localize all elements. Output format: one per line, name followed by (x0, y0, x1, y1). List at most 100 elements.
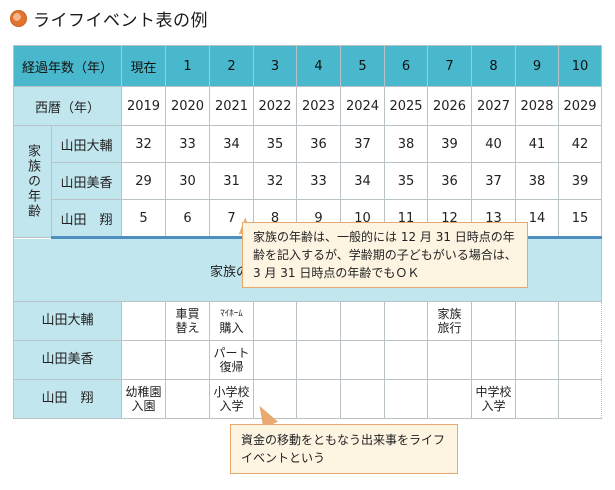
event-text-line: 中学校 (475, 385, 512, 399)
age-cell: 39 (427, 125, 473, 163)
event-cell (558, 340, 603, 380)
age-cell: 32 (253, 162, 298, 200)
year-cell: 2023 (296, 86, 342, 126)
elapsed-year-cell: 現在 (121, 45, 167, 87)
event-cell (253, 379, 298, 419)
age-cell: 38 (384, 125, 429, 163)
year-cell: 2025 (384, 86, 429, 126)
event-cell (558, 379, 603, 419)
event-text-line: 入園 (131, 399, 156, 413)
age-cell: 38 (515, 162, 560, 200)
event-text-line: 家族 (437, 307, 462, 321)
event-cell (121, 301, 167, 341)
event-cell (165, 379, 211, 419)
event-text-line: 購入 (219, 321, 244, 335)
age-cell: 34 (209, 125, 255, 163)
member-name: 山田美香 (50, 162, 123, 200)
event-cell (296, 379, 342, 419)
family-age-group-label: 家族の年齢 (13, 125, 52, 238)
event-cell (427, 340, 473, 380)
year-cell: 2029 (558, 86, 603, 126)
event-cell (253, 301, 298, 341)
event-cell: パート 復帰 (209, 340, 255, 380)
year-cell: 2027 (471, 86, 517, 126)
year-row: 西暦（年） 2019 2020 2021 2022 2023 2024 2025 2026 202… (12, 86, 603, 126)
event-cell (340, 379, 386, 419)
year-cell: 2020 (165, 86, 211, 126)
year-cell: 2021 (209, 86, 255, 126)
event-cell (296, 301, 342, 341)
member-name: 山田大輔 (50, 125, 123, 163)
age-cell: 41 (515, 125, 560, 163)
event-cell (515, 340, 560, 380)
event-cell (121, 340, 167, 380)
event-cell (384, 301, 429, 341)
year-cell: 2022 (253, 86, 298, 126)
elapsed-years-label: 経過年数（年） (12, 45, 123, 87)
event-row: 山田美香 パート 復帰 (12, 340, 603, 380)
event-cell (165, 340, 211, 380)
year-cell: 2026 (427, 86, 473, 126)
elapsed-year-cell: 5 (340, 45, 386, 87)
event-cell (515, 301, 560, 341)
event-member-name: 山田美香 (12, 340, 123, 380)
event-text-line: 復帰 (219, 360, 244, 374)
callout-event-note: 資金の移動をともなう出来事をライフイベントという (230, 424, 458, 474)
age-row: 山田美香 29 30 31 32 33 34 35 36 37 38 39 (14, 162, 603, 200)
age-cell: 37 (471, 162, 517, 200)
event-row: 山田 翔幼稚園 入園 小学校 入学 中学校 入学 (12, 379, 603, 419)
age-cell: 35 (253, 125, 298, 163)
event-member-name: 山田大輔 (12, 301, 123, 341)
elapsed-year-cell: 8 (471, 45, 517, 87)
year-cell: 2028 (515, 86, 560, 126)
elapsed-year-cell: 2 (209, 45, 255, 87)
year-cell: 2019 (121, 86, 167, 126)
age-cell: 42 (558, 125, 603, 163)
age-cell: 39 (558, 162, 603, 200)
bullet-icon (10, 9, 27, 27)
event-cell (384, 340, 429, 380)
event-text-line: 小学校 (213, 385, 250, 399)
event-member-name: 山田 翔 (12, 379, 123, 419)
event-cell (558, 301, 603, 341)
event-cell: 車買 替え (165, 301, 211, 341)
event-cell (515, 379, 560, 419)
event-cell: 家族 旅行 (427, 301, 473, 341)
elapsed-year-cell: 4 (296, 45, 342, 87)
event-cell: 中学校 入学 (471, 379, 517, 419)
elapsed-year-cell: 9 (515, 45, 560, 87)
event-text-line: 替え (175, 321, 200, 335)
age-cell: 40 (471, 125, 517, 163)
age-cell: 30 (165, 162, 211, 200)
page-title: ライフイベント表の例 (33, 10, 208, 31)
elapsed-year-cell: 6 (384, 45, 429, 87)
event-text-line: 幼稚園 (125, 385, 162, 399)
title-bar: ライフイベント表の例 (10, 6, 208, 31)
year-cell: 2024 (340, 86, 386, 126)
elapsed-year-cell: 7 (427, 45, 473, 87)
year-label: 西暦（年） (12, 86, 123, 126)
age-cell: 37 (340, 125, 386, 163)
event-cell (471, 340, 517, 380)
event-text-line: 旅行 (437, 321, 462, 335)
event-cell (340, 301, 386, 341)
age-cell: 36 (427, 162, 473, 200)
elapsed-year-cell: 1 (165, 45, 211, 87)
member-name: 山田 翔 (50, 199, 123, 239)
event-text-line: 入学 (219, 399, 244, 413)
age-cell: 33 (165, 125, 211, 163)
header-row: 経過年数（年） 現在 1 2 3 4 5 6 7 8 9 10 (12, 45, 603, 87)
age-cell: 35 (384, 162, 429, 200)
callout-age-note: 家族の年齢は、一般的には 12 月 31 日時点の年齢を記入するが、学齢期の子ど… (242, 222, 528, 288)
event-cell (253, 340, 298, 380)
event-cell (384, 379, 429, 419)
event-cell (296, 340, 342, 380)
age-cell: 29 (121, 162, 167, 200)
event-cell (340, 340, 386, 380)
age-row: 家族の年齢 山田大輔 32 33 34 35 36 37 38 39 40 41 42 (13, 125, 603, 238)
age-cell: 36 (296, 125, 342, 163)
event-cell: ﾏｲﾎｰﾑ 購入 (209, 301, 255, 341)
age-cell: 33 (296, 162, 342, 200)
family-age-text: 家族の年齢 (25, 144, 40, 219)
age-cell: 32 (121, 125, 167, 163)
